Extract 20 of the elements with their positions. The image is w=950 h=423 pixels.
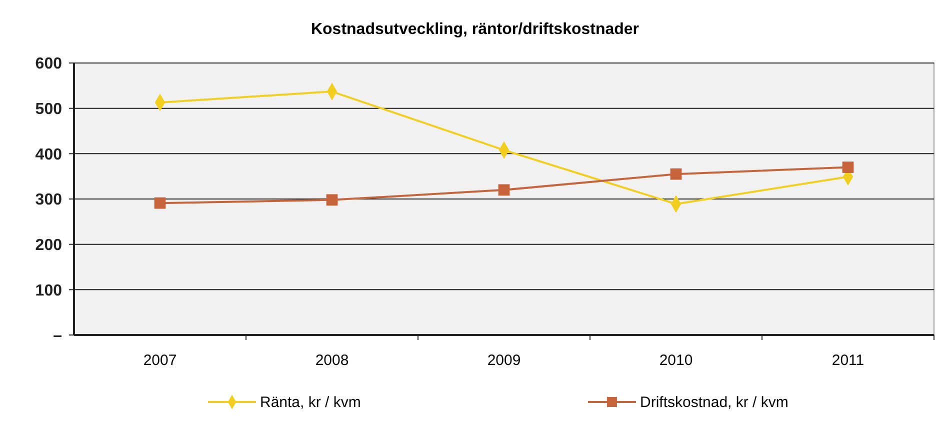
y-tick-label: 300	[35, 192, 62, 209]
x-tick-label: 2010	[659, 352, 693, 369]
point	[842, 162, 854, 173]
y-tick-label: –	[53, 328, 62, 345]
x-tick-label: 2008	[315, 352, 349, 369]
point	[498, 184, 510, 196]
y-tick-label: 100	[35, 282, 62, 300]
x-tick-label: 2011	[832, 352, 864, 369]
point	[154, 197, 166, 209]
y-tick-label: 400	[35, 146, 62, 164]
x-tick-label: 2009	[487, 352, 521, 369]
legend-label: Driftskostnad, kr / kvm	[640, 394, 788, 411]
chart-title: Kostnadsutveckling, räntor/driftskostnader	[310, 21, 640, 38]
y-tick-label: 600	[35, 56, 62, 73]
point	[326, 194, 338, 206]
y-tick-label: 200	[35, 236, 62, 254]
legend-label: Ränta, kr / kvm	[260, 394, 361, 411]
point	[670, 168, 682, 180]
x-tick-label: 2007	[143, 352, 177, 369]
y-tick-label: 500	[35, 100, 62, 118]
